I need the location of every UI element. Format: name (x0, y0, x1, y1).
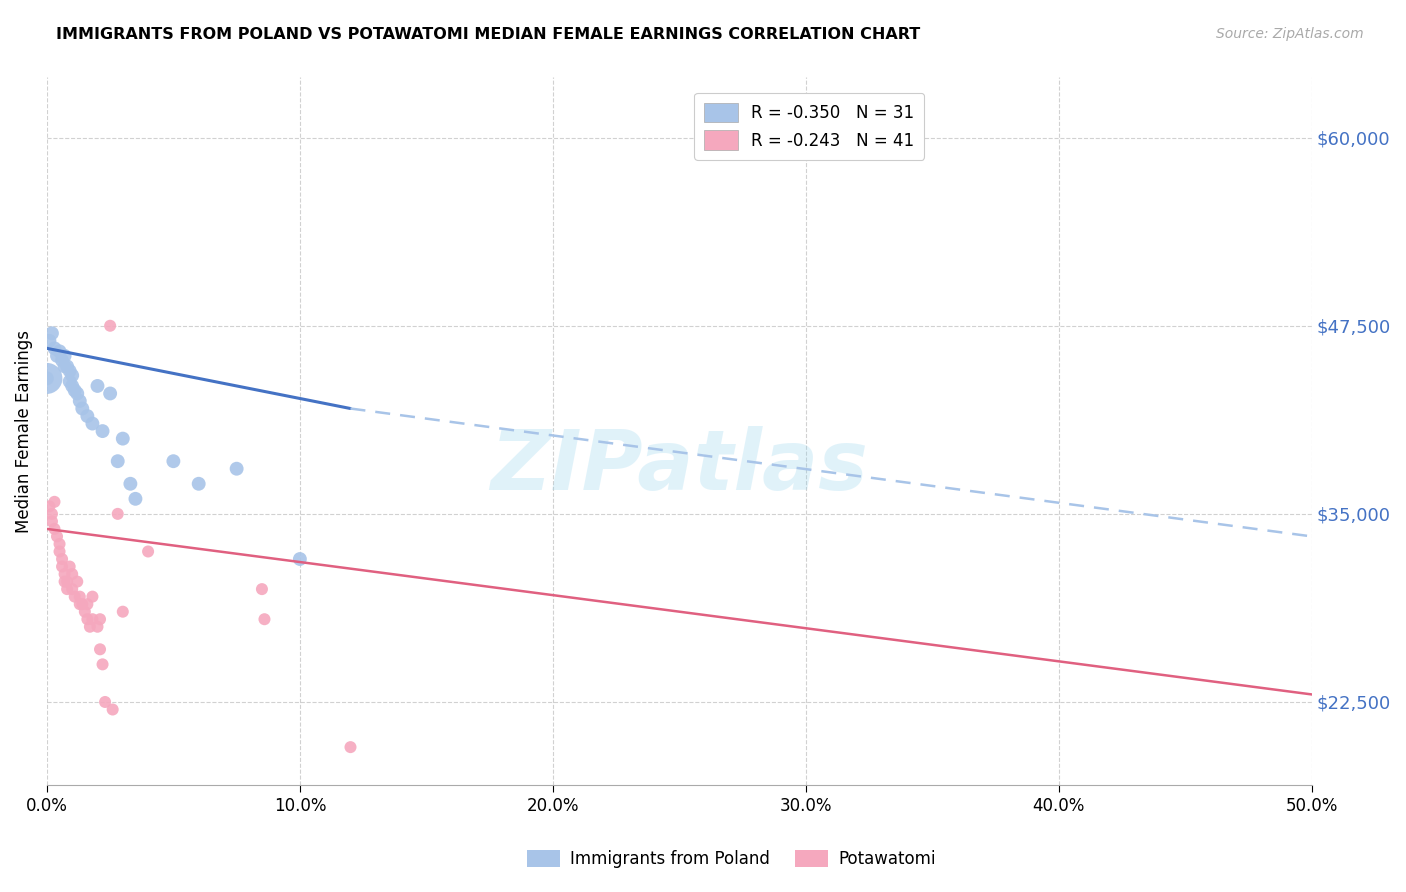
Point (187, 476, 209, 491)
Point (53, 349, 76, 363)
Point (51, 559, 73, 574)
Point (60, 567, 83, 582)
Point (91, 657, 114, 672)
Point (46, 349, 69, 363)
Point (136, 544, 159, 558)
Point (89, 612, 111, 626)
Point (98, 318, 121, 333)
Text: ZIPatlas: ZIPatlas (491, 426, 869, 507)
Point (69, 590, 91, 604)
Y-axis label: Median Female Earnings: Median Female Earnings (15, 330, 32, 533)
Point (76, 409, 98, 423)
Legend: Immigrants from Poland, Potawatomi: Immigrants from Poland, Potawatomi (520, 843, 942, 875)
Point (44, 342, 66, 356)
Point (38, 334, 60, 348)
Point (79, 620, 101, 634)
Point (124, 491, 146, 506)
Point (94, 695, 117, 709)
Point (250, 582, 273, 596)
Point (111, 605, 134, 619)
Point (53, 359, 76, 374)
Point (48, 344, 70, 359)
Point (69, 597, 91, 611)
Point (82, 417, 104, 431)
Point (44, 522, 66, 536)
Point (60, 379, 83, 393)
Point (76, 597, 98, 611)
Point (56, 582, 79, 596)
Point (56, 359, 79, 374)
Point (46, 529, 69, 543)
Point (48, 537, 70, 551)
Point (44, 495, 66, 509)
Point (59, 364, 82, 378)
Point (35, 371, 58, 385)
Text: Source: ZipAtlas.com: Source: ZipAtlas.com (1216, 27, 1364, 41)
Point (59, 375, 82, 389)
Point (35, 371, 58, 385)
Point (63, 384, 86, 398)
Point (89, 642, 111, 657)
Point (86, 379, 108, 393)
Point (66, 386, 89, 401)
Point (111, 432, 134, 446)
Point (82, 590, 104, 604)
Point (56, 574, 79, 589)
Text: IMMIGRANTS FROM POLAND VS POTAWATOMI MEDIAN FEMALE EARNINGS CORRELATION CHART: IMMIGRANTS FROM POLAND VS POTAWATOMI MED… (56, 27, 921, 42)
Point (107, 454, 129, 468)
Point (73, 605, 96, 619)
Point (41, 515, 63, 529)
Point (253, 612, 276, 626)
Point (225, 461, 247, 475)
Point (91, 424, 114, 438)
Point (48, 544, 70, 558)
Point (86, 620, 108, 634)
Point (53, 574, 76, 589)
Point (101, 702, 124, 716)
Point (66, 574, 89, 589)
Point (288, 552, 311, 566)
Point (51, 353, 73, 368)
Point (82, 612, 104, 626)
Point (63, 590, 86, 604)
Point (41, 507, 63, 521)
Point (162, 454, 184, 468)
Point (98, 386, 121, 401)
Point (51, 552, 73, 566)
Point (72, 401, 94, 416)
Point (59, 559, 82, 574)
Point (38, 500, 60, 514)
Point (69, 394, 91, 409)
Point (53, 567, 76, 582)
Point (41, 326, 63, 341)
Point (76, 612, 98, 626)
Legend: R = -0.350   N = 31, R = -0.243   N = 41: R = -0.350 N = 31, R = -0.243 N = 41 (695, 93, 924, 160)
Point (60, 582, 83, 596)
Point (72, 597, 94, 611)
Point (120, 476, 142, 491)
Point (60, 368, 83, 383)
Point (339, 740, 361, 755)
Point (107, 507, 129, 521)
